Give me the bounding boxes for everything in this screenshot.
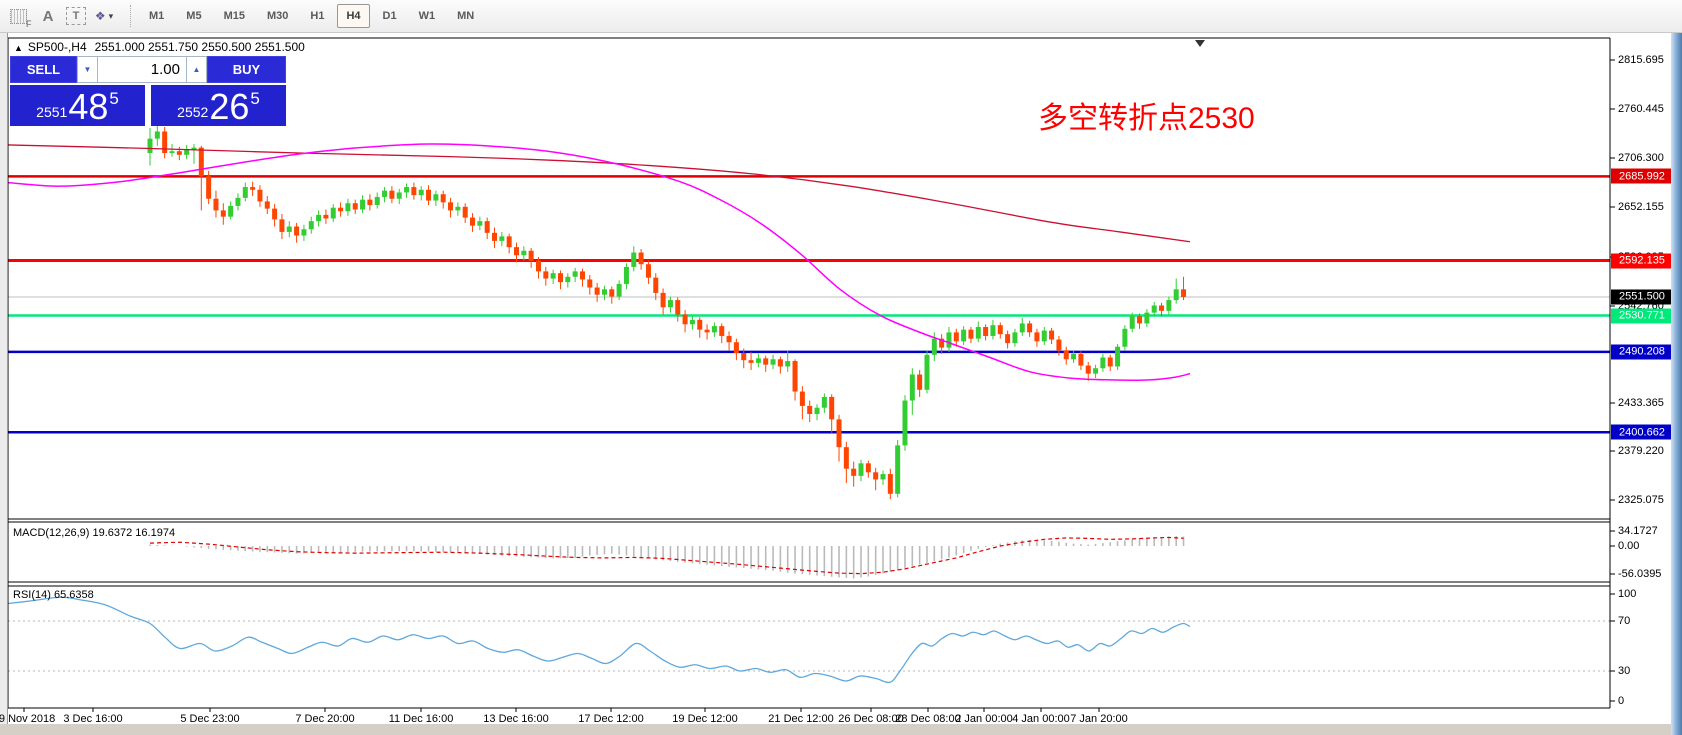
symbol-label: SP500-,H4 bbox=[27, 40, 87, 54]
text-label-icon[interactable]: A bbox=[42, 7, 54, 25]
volume-increase-button[interactable]: ▲ bbox=[186, 56, 207, 83]
chevron-down-icon: ▾ bbox=[108, 10, 114, 21]
price-tick-label: 2325.075 bbox=[1618, 494, 1664, 506]
date-tick-label: 4 Jan 00:00 bbox=[1012, 713, 1070, 725]
buy-price-box[interactable]: 2552 26 5 bbox=[151, 85, 286, 126]
timeframe-d1[interactable]: D1 bbox=[382, 10, 397, 22]
macd-values: 19.6372 16.1974 bbox=[92, 527, 176, 539]
price-tick-label: 2760.445 bbox=[1618, 103, 1664, 115]
price-tick-label: 2652.155 bbox=[1618, 201, 1664, 213]
macd-tick-label: 34.1727 bbox=[1618, 525, 1658, 537]
buy-price-small: 2552 bbox=[177, 104, 209, 120]
date-tick-label: 11 Dec 16:00 bbox=[388, 713, 454, 725]
date-tick-label: 7 Jan 20:00 bbox=[1070, 713, 1128, 725]
macd-tick-label: -56.0395 bbox=[1618, 568, 1662, 580]
timeframe-m15[interactable]: M15 bbox=[223, 10, 245, 22]
buy-price-sup: 5 bbox=[250, 89, 260, 108]
price-level-badge: 2530.771 bbox=[1611, 308, 1673, 324]
timeframe-h1[interactable]: H1 bbox=[310, 10, 325, 22]
buy-button[interactable]: BUY bbox=[207, 56, 286, 83]
date-tick-label: 28 Dec 08:00 bbox=[895, 713, 961, 725]
date-tick-label: 19 Dec 12:00 bbox=[672, 713, 738, 725]
sell-price-sup: 5 bbox=[109, 89, 119, 108]
rsi-tick-label: 0 bbox=[1618, 695, 1625, 707]
rsi-tick-label: 100 bbox=[1618, 588, 1637, 600]
price-level-badge: 2551.500 bbox=[1611, 289, 1673, 305]
volume-input[interactable] bbox=[98, 56, 186, 83]
timeframe-buttons: M1 M5 M15 M30 H1 H4 D1 W1 MN bbox=[140, 4, 487, 28]
buy-price-big: 26 bbox=[209, 86, 250, 127]
text-box-icon[interactable]: T bbox=[66, 7, 86, 25]
price-chart[interactable] bbox=[0, 33, 1682, 735]
chart-title: ▲ SP500-,H4 2551.000 2551.750 2550.500 255… bbox=[14, 40, 305, 54]
date-tick-label: 7 Dec 20:00 bbox=[295, 713, 355, 725]
sell-button[interactable]: SELL bbox=[10, 56, 77, 83]
timeframe-m5[interactable]: M5 bbox=[186, 10, 202, 22]
rsi-value: 65.6358 bbox=[53, 589, 94, 601]
price-level-badge: 2592.135 bbox=[1611, 253, 1673, 268]
price-tick-label: 2815.695 bbox=[1618, 54, 1664, 66]
timeframe-mn[interactable]: MN bbox=[457, 10, 475, 22]
date-tick-label: 13 Dec 16:00 bbox=[483, 713, 549, 725]
timeframe-m30[interactable]: M30 bbox=[266, 10, 289, 22]
chart-annotation[interactable]: 多空转折点2530 bbox=[1038, 102, 1255, 135]
date-tick-label: 29 Nov 2018 bbox=[0, 713, 56, 725]
shapes-icon[interactable]: ❖ ▾ bbox=[94, 9, 114, 23]
toolbar: A T ❖▾ M1 M5 M15 M30 H1 H4 D1 W1 MN bbox=[0, 0, 1682, 33]
window-left-border bbox=[0, 33, 8, 724]
date-tick-label: 2 Jan 00:00 bbox=[955, 713, 1013, 725]
sell-price-big: 48 bbox=[68, 86, 109, 127]
sell-price-small: 2551 bbox=[36, 104, 68, 120]
chart-grid-f-icon[interactable] bbox=[6, 4, 32, 29]
price-tick-label: 2433.365 bbox=[1618, 397, 1664, 409]
sell-price-box[interactable]: 2551 48 5 bbox=[10, 85, 145, 126]
timeframe-w1[interactable]: W1 bbox=[418, 10, 436, 22]
timeframe-h4[interactable]: H4 bbox=[337, 4, 370, 28]
timeframe-m1[interactable]: M1 bbox=[149, 10, 165, 22]
date-tick-label: 21 Dec 12:00 bbox=[768, 713, 834, 725]
rsi-tick-label: 30 bbox=[1618, 665, 1631, 677]
rsi-tick-label: 70 bbox=[1618, 615, 1631, 627]
volume-decrease-button[interactable]: ▼ bbox=[77, 56, 98, 83]
window-bottom-border bbox=[0, 724, 1671, 735]
collapse-arrow-icon[interactable]: ▲ bbox=[14, 43, 23, 53]
date-tick-label: 3 Dec 16:00 bbox=[63, 713, 123, 725]
ohlc-values: 2551.000 2551.750 2550.500 2551.500 bbox=[94, 40, 305, 54]
price-tick-label: 2706.300 bbox=[1618, 152, 1664, 164]
price-level-badge: 2490.208 bbox=[1611, 344, 1673, 360]
toolbar-separator bbox=[130, 5, 132, 27]
grid-glyph bbox=[9, 8, 32, 29]
date-tick-label: 26 Dec 08:00 bbox=[838, 713, 904, 725]
window-right-border[interactable] bbox=[1671, 33, 1682, 735]
date-tick-label: 17 Dec 12:00 bbox=[578, 713, 644, 725]
date-tick-label: 5 Dec 23:00 bbox=[180, 713, 240, 725]
rsi-indicator-label: RSI(14) 65.6358 bbox=[13, 589, 94, 601]
macd-tick-label: 0.00 bbox=[1618, 540, 1640, 552]
price-level-badge: 2685.992 bbox=[1611, 168, 1673, 184]
price-level-badge: 2400.662 bbox=[1611, 424, 1673, 440]
macd-indicator-label: MACD(12,26,9) 19.6372 16.1974 bbox=[13, 527, 176, 539]
price-tick-label: 2379.220 bbox=[1618, 445, 1664, 457]
